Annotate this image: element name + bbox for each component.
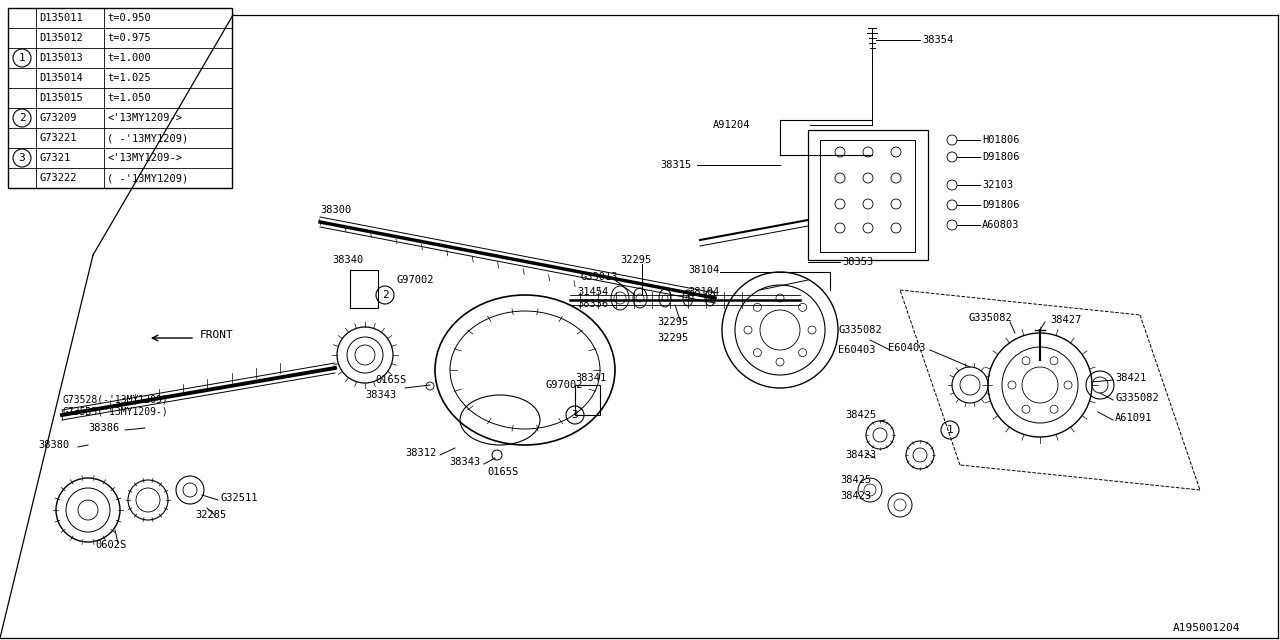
Text: 32295: 32295	[657, 333, 689, 343]
Text: 38312: 38312	[404, 448, 436, 458]
Text: D135012: D135012	[38, 33, 83, 43]
Text: 38343: 38343	[365, 390, 397, 400]
Text: 38425: 38425	[845, 410, 877, 420]
Text: 3: 3	[572, 410, 579, 420]
Text: 32103: 32103	[982, 180, 1014, 190]
Text: G335082: G335082	[838, 325, 882, 335]
Text: D135011: D135011	[38, 13, 83, 23]
Text: t=0.950: t=0.950	[108, 13, 151, 23]
Text: 38423: 38423	[840, 491, 872, 501]
Text: t=1.025: t=1.025	[108, 73, 151, 83]
Text: 0165S: 0165S	[375, 375, 406, 385]
Text: 1: 1	[19, 53, 26, 63]
Text: ( -'13MY1209): ( -'13MY1209)	[108, 133, 188, 143]
Bar	[575, 385, 600, 415]
Text: H01806: H01806	[982, 135, 1019, 145]
Text: 38354: 38354	[922, 35, 954, 45]
Text: 1: 1	[947, 425, 954, 435]
Text: FRONT: FRONT	[200, 330, 234, 340]
Text: D135015: D135015	[38, 93, 83, 103]
Text: 38421: 38421	[1115, 373, 1147, 383]
Bar	[820, 140, 915, 252]
Text: 0602S: 0602S	[95, 540, 127, 550]
Text: G73222: G73222	[38, 173, 77, 183]
Text: D135013: D135013	[38, 53, 83, 63]
Text: D91806: D91806	[982, 152, 1019, 162]
Text: 3: 3	[19, 153, 26, 163]
Text: 32295: 32295	[657, 317, 689, 327]
Text: G73209: G73209	[38, 113, 77, 123]
Text: 38423: 38423	[845, 450, 877, 460]
Text: 38425: 38425	[840, 475, 872, 485]
Text: E60403: E60403	[888, 343, 925, 353]
Text: G97002: G97002	[545, 380, 582, 390]
Text: A91204: A91204	[713, 120, 750, 130]
Text: G335082: G335082	[968, 313, 1011, 323]
Text: G73528(-'13MY1209): G73528(-'13MY1209)	[61, 395, 168, 405]
Text: t=1.050: t=1.050	[108, 93, 151, 103]
Text: 38386: 38386	[88, 423, 119, 433]
Text: 38315: 38315	[660, 160, 691, 170]
Text: 38427: 38427	[1050, 315, 1082, 325]
Text: 38300: 38300	[320, 205, 351, 215]
Text: A195001204: A195001204	[1172, 623, 1240, 633]
Text: 38104: 38104	[689, 265, 721, 275]
Text: <'13MY1209->: <'13MY1209->	[108, 113, 182, 123]
Text: t=0.975: t=0.975	[108, 33, 151, 43]
Text: E60403: E60403	[838, 345, 876, 355]
Text: t=1.000: t=1.000	[108, 53, 151, 63]
Text: 0165S: 0165S	[486, 467, 518, 477]
Text: 38336: 38336	[577, 299, 608, 309]
Text: 38104: 38104	[689, 287, 721, 297]
Text: 32295: 32295	[620, 255, 652, 265]
Text: 31454: 31454	[577, 287, 608, 297]
Bar	[349, 270, 378, 308]
Text: <'13MY1209->: <'13MY1209->	[108, 153, 182, 163]
Bar	[808, 130, 928, 260]
Text: 38353: 38353	[842, 257, 873, 267]
Text: G33013: G33013	[580, 272, 617, 282]
Text: A61091: A61091	[1115, 413, 1152, 423]
Text: A60803: A60803	[982, 220, 1019, 230]
Text: 38343: 38343	[449, 457, 480, 467]
Bar	[8, 8, 232, 188]
Text: D135014: D135014	[38, 73, 83, 83]
Text: G73533('13MY1209-): G73533('13MY1209-)	[61, 407, 168, 417]
Text: 2: 2	[381, 290, 388, 300]
Text: G335082: G335082	[1115, 393, 1158, 403]
Text: G73221: G73221	[38, 133, 77, 143]
Text: G32511: G32511	[220, 493, 257, 503]
Text: 32285: 32285	[195, 510, 227, 520]
Text: 2: 2	[19, 113, 26, 123]
Text: ( -'13MY1209): ( -'13MY1209)	[108, 173, 188, 183]
Text: 38340: 38340	[333, 255, 364, 265]
Text: 38380: 38380	[38, 440, 69, 450]
Text: 38341: 38341	[575, 373, 607, 383]
Text: G7321: G7321	[38, 153, 70, 163]
Text: G97002: G97002	[396, 275, 434, 285]
Text: D91806: D91806	[982, 200, 1019, 210]
